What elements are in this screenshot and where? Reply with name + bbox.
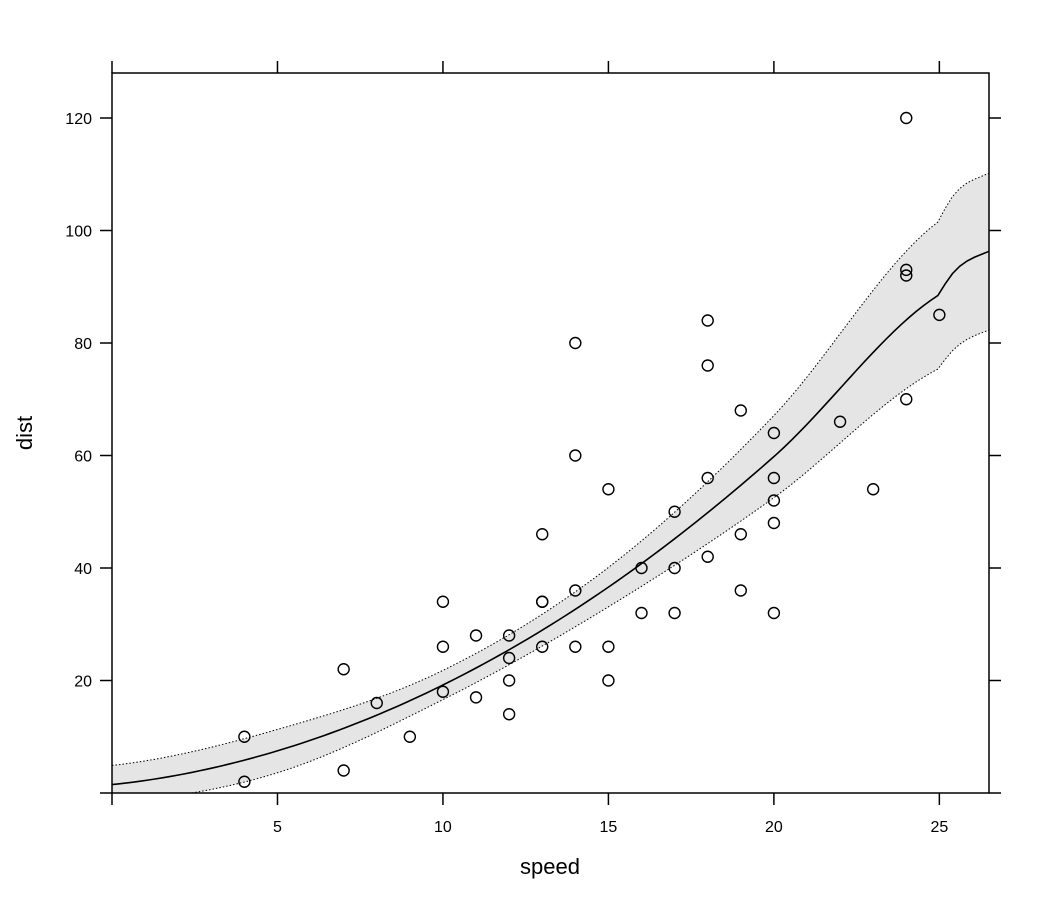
confidence-band-layer bbox=[112, 172, 989, 793]
y-tick-label: 80 bbox=[74, 336, 92, 353]
data-point bbox=[900, 393, 913, 406]
data-point bbox=[767, 471, 781, 485]
data-point bbox=[668, 561, 681, 575]
data-point bbox=[337, 663, 350, 676]
data-point bbox=[502, 674, 516, 687]
x-axis: 5 10 15 20 25 bbox=[111, 61, 948, 836]
data-point bbox=[436, 685, 450, 698]
x-tick-label: 20 bbox=[765, 819, 783, 836]
x-tick-label: 25 bbox=[930, 819, 948, 836]
data-point bbox=[569, 336, 582, 350]
data-point bbox=[502, 629, 516, 642]
y-tick-label: 100 bbox=[65, 224, 92, 241]
data-point bbox=[767, 606, 781, 620]
data-point bbox=[701, 359, 714, 372]
data-point bbox=[370, 696, 383, 710]
data-point bbox=[900, 111, 913, 125]
data-point bbox=[469, 691, 483, 704]
y-tick-label: 40 bbox=[74, 561, 92, 578]
y-tick-label: 120 bbox=[65, 111, 92, 128]
data-point bbox=[602, 483, 615, 496]
y-tick-label: 20 bbox=[74, 674, 92, 691]
data-point bbox=[569, 584, 582, 597]
data-point bbox=[734, 528, 747, 541]
data-point bbox=[900, 263, 913, 277]
data-point bbox=[436, 595, 450, 608]
y-axis-title: dist bbox=[12, 416, 37, 450]
data-point bbox=[866, 483, 880, 496]
data-point bbox=[602, 674, 615, 687]
data-point bbox=[469, 629, 483, 642]
data-point bbox=[767, 494, 781, 507]
confidence-band-lower bbox=[188, 329, 989, 793]
data-point bbox=[900, 269, 913, 282]
data-point bbox=[833, 415, 847, 428]
data-point bbox=[238, 730, 251, 743]
data-point bbox=[337, 764, 350, 777]
y-axis: 20 40 60 80 100 120 bbox=[65, 111, 1001, 794]
fit-curve-layer bbox=[112, 250, 989, 786]
data-point bbox=[635, 561, 648, 575]
data-point bbox=[502, 651, 516, 665]
x-tick-label: 10 bbox=[434, 819, 452, 836]
data-point bbox=[569, 449, 582, 462]
data-point bbox=[569, 640, 582, 653]
x-axis-title: speed bbox=[520, 854, 580, 879]
data-point bbox=[502, 708, 516, 721]
data-point bbox=[668, 505, 681, 518]
confidence-band-upper bbox=[112, 172, 989, 766]
data-point bbox=[238, 775, 251, 788]
data-point bbox=[536, 640, 549, 653]
data-point bbox=[734, 404, 747, 417]
data-point bbox=[933, 308, 946, 322]
y-tick-label: 60 bbox=[74, 449, 92, 466]
x-tick-label: 15 bbox=[600, 819, 618, 836]
data-point bbox=[701, 314, 714, 327]
data-point bbox=[767, 426, 781, 440]
data-point bbox=[536, 595, 549, 608]
data-point bbox=[635, 606, 648, 620]
data-point bbox=[767, 516, 781, 530]
data-point bbox=[436, 640, 450, 653]
data-point bbox=[668, 606, 681, 620]
x-tick-label: 5 bbox=[273, 819, 282, 836]
data-point bbox=[701, 471, 714, 485]
data-point bbox=[734, 584, 747, 597]
data-point bbox=[602, 640, 615, 653]
data-points-layer bbox=[238, 111, 946, 788]
data-point bbox=[701, 550, 714, 563]
data-point bbox=[536, 528, 549, 541]
data-point bbox=[403, 730, 417, 743]
confidence-band-area bbox=[112, 173, 989, 793]
plot-panel-frame bbox=[111, 72, 990, 794]
fit-curve bbox=[112, 250, 989, 786]
